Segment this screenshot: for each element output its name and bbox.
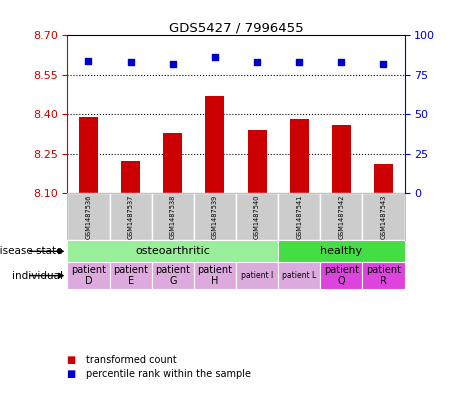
Bar [110, 193, 152, 240]
Bar [194, 263, 236, 289]
Text: ■: ■ [67, 369, 80, 379]
Bar [194, 193, 236, 240]
Bar [236, 263, 278, 289]
Text: GSM1487541: GSM1487541 [296, 195, 302, 239]
Bar [152, 193, 194, 240]
Point [338, 59, 345, 65]
Text: patient I: patient I [241, 271, 273, 280]
Text: patient
H: patient H [198, 265, 232, 286]
Bar [374, 164, 393, 193]
Bar [236, 193, 278, 240]
Text: osteoarthritic: osteoarthritic [135, 246, 210, 256]
Bar [152, 263, 194, 289]
Bar [206, 96, 225, 193]
Text: ■: ■ [67, 354, 80, 365]
Bar [320, 263, 362, 289]
Bar [320, 193, 362, 240]
Bar [290, 119, 309, 193]
Text: percentile rank within the sample: percentile rank within the sample [86, 369, 251, 379]
Bar [67, 263, 110, 289]
Point [253, 59, 261, 65]
Point [295, 59, 303, 65]
Title: GDS5427 / 7996455: GDS5427 / 7996455 [169, 21, 303, 34]
Point [85, 57, 92, 64]
Text: patient L: patient L [282, 271, 316, 280]
Text: patient
R: patient R [366, 265, 401, 286]
Text: patient
D: patient D [71, 265, 106, 286]
Text: individual: individual [12, 271, 63, 281]
Text: transformed count: transformed count [86, 354, 177, 365]
Bar [362, 263, 405, 289]
Text: patient
Q: patient Q [324, 265, 359, 286]
Bar [163, 132, 182, 193]
Point [169, 61, 177, 67]
Bar [110, 263, 152, 289]
Text: patient
G: patient G [155, 265, 190, 286]
Point [211, 54, 219, 61]
Bar [247, 130, 266, 193]
Text: GSM1487536: GSM1487536 [86, 195, 92, 239]
Bar [332, 125, 351, 193]
Text: GSM1487542: GSM1487542 [339, 195, 345, 239]
Bar [362, 193, 405, 240]
Bar [67, 240, 278, 263]
Bar [278, 263, 320, 289]
Text: GSM1487540: GSM1487540 [254, 195, 260, 239]
Bar [278, 240, 405, 263]
Text: GSM1487543: GSM1487543 [380, 195, 386, 239]
Text: GSM1487537: GSM1487537 [127, 195, 133, 239]
Bar [67, 193, 110, 240]
Text: GSM1487538: GSM1487538 [170, 195, 176, 239]
Text: disease state: disease state [0, 246, 63, 256]
Text: healthy: healthy [320, 246, 362, 256]
Bar [121, 162, 140, 193]
Bar [278, 193, 320, 240]
Bar [79, 117, 98, 193]
Text: GSM1487539: GSM1487539 [212, 195, 218, 239]
Text: patient
E: patient E [113, 265, 148, 286]
Point [380, 61, 387, 67]
Point [127, 59, 134, 65]
